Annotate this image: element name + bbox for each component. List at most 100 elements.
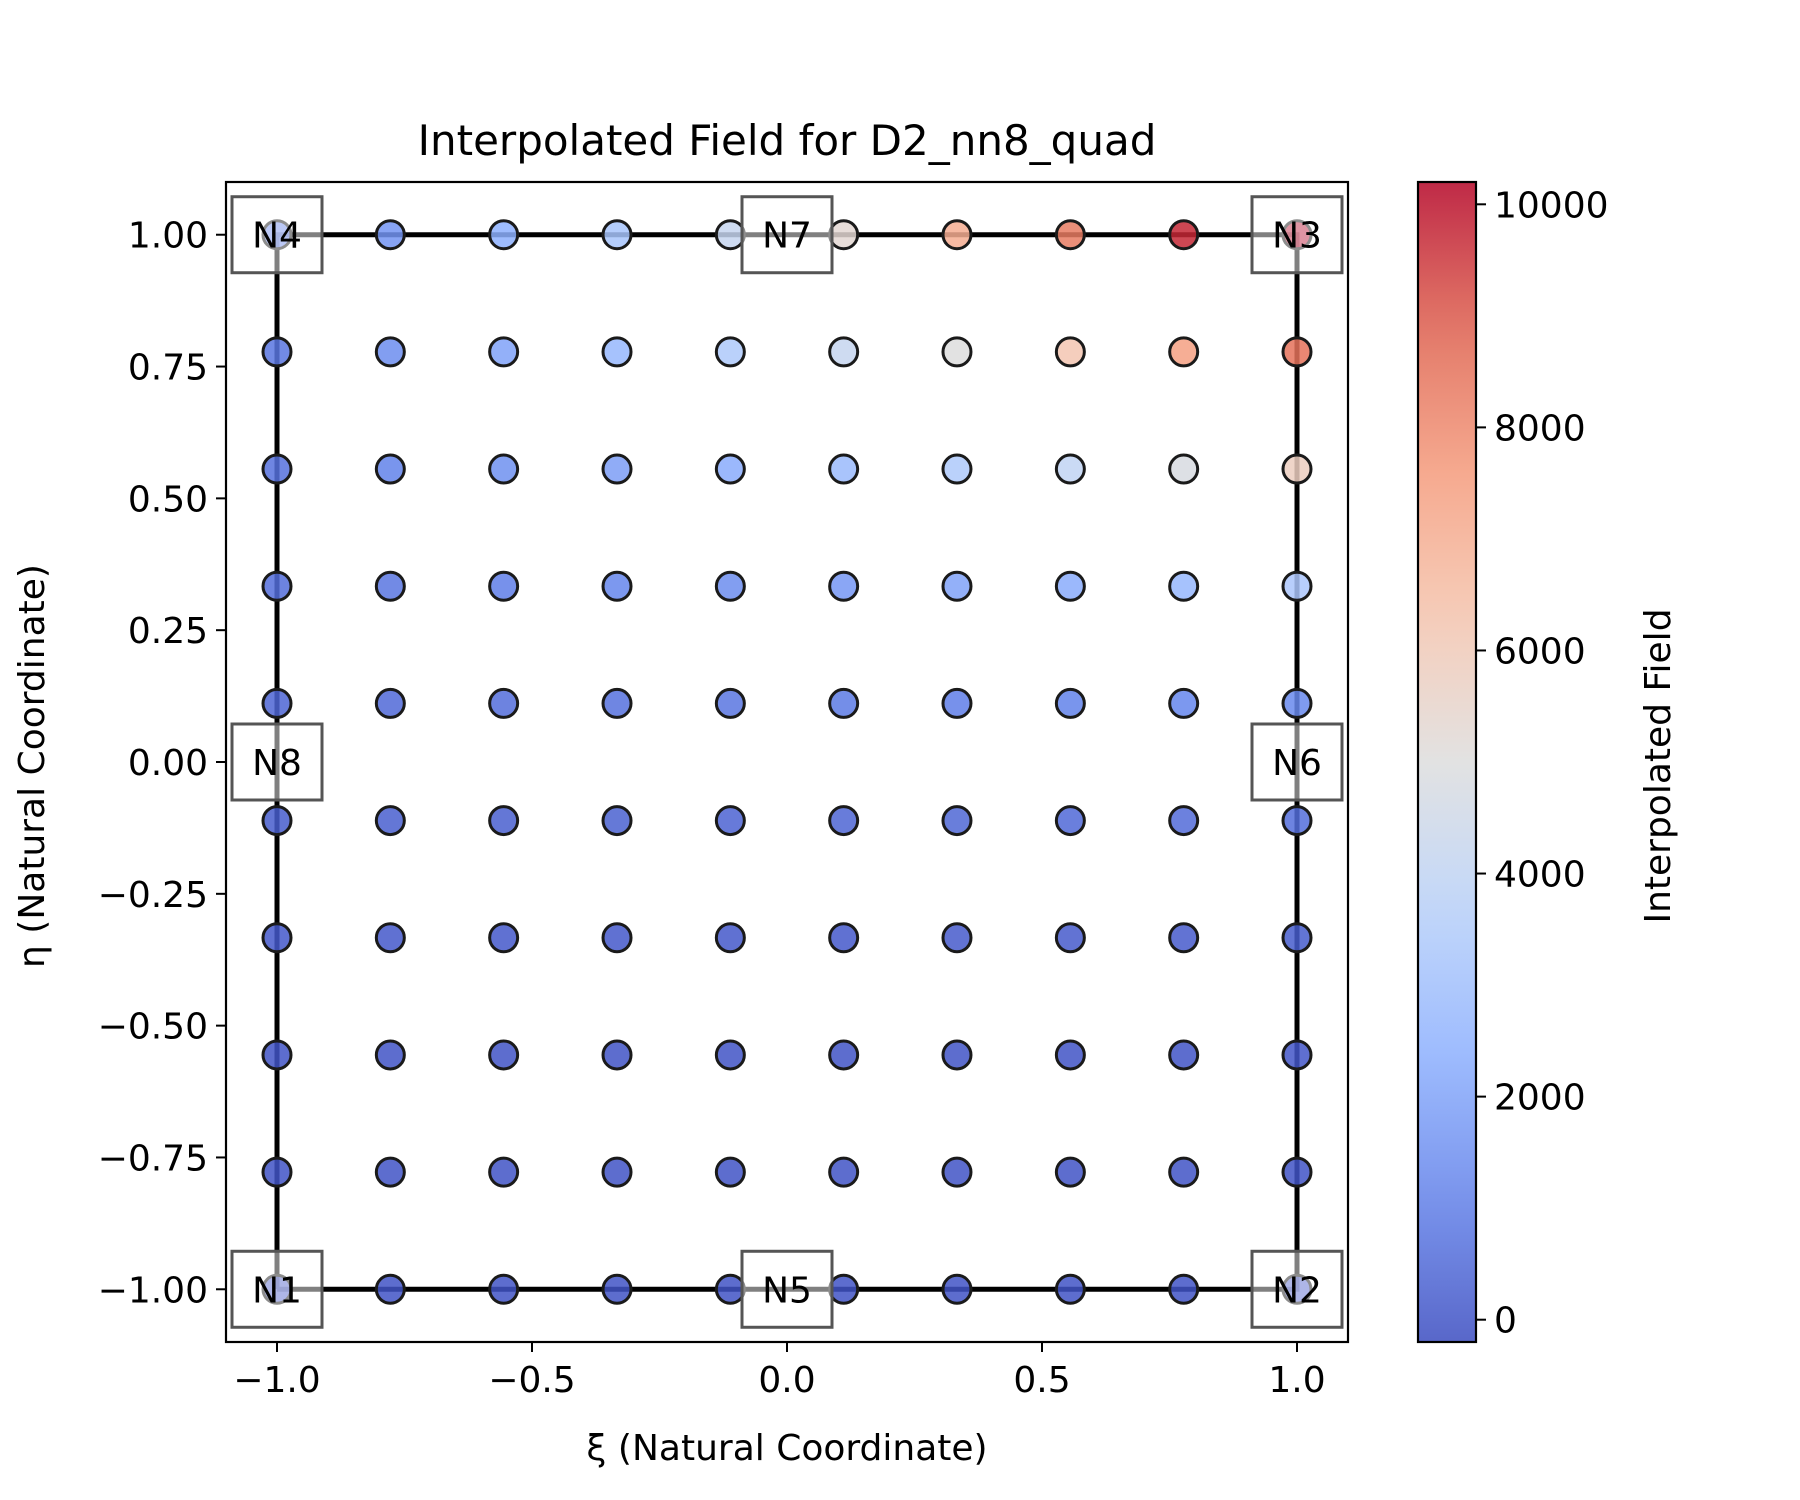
scatter-point [828,1039,860,1071]
x-tick-label: −1.0 [233,1360,320,1401]
node-label: N7 [762,216,812,257]
scatter-point [1054,1039,1086,1071]
x-tick-label: 1.0 [1268,1360,1325,1401]
scatter-point [1054,922,1086,954]
node-label-box [230,1249,324,1329]
scatter-point [601,219,633,251]
scatter-point [601,1156,633,1188]
scatter-point [1054,805,1086,837]
scatter-point [1168,1039,1200,1071]
scatter-point [601,336,633,368]
scatter-point [714,922,746,954]
scatter-point [1168,219,1200,251]
colorbar-title: Interpolated Field [1638,608,1679,923]
scatter-point [828,922,860,954]
chart-title: Interpolated Field for D2_nn8_quad [418,116,1157,165]
y-tick-label: 0.00 [128,743,208,784]
scatter-point [1281,805,1313,837]
scatter-point [1054,219,1086,251]
scatter-point [828,1273,860,1305]
scatter-point [374,1039,406,1071]
scatter-point [601,570,633,602]
y-tick-label: 0.25 [128,611,208,652]
y-tick-label: −1.00 [98,1270,208,1311]
scatter-point [488,1273,520,1305]
y-tick-label: 0.50 [128,479,208,520]
scatter-point [1168,1156,1200,1188]
scatter-point [1281,1156,1313,1188]
scatter-point [261,805,293,837]
scatter-point [488,336,520,368]
scatter-point [261,922,293,954]
scatter-point [374,805,406,837]
y-tick-label: −0.25 [98,875,208,916]
scatter-point [714,570,746,602]
node-label: N6 [1272,743,1322,784]
scatter-point [714,1273,746,1305]
scatter-point [1168,336,1200,368]
node-label: N3 [1272,216,1322,257]
scatter-point [714,805,746,837]
scatter-point [488,1156,520,1188]
scatter-point [488,805,520,837]
scatter-point [714,219,746,251]
scatter-point [488,219,520,251]
scatter-point [1054,687,1086,719]
scatter-point [828,219,860,251]
scatter-point [828,805,860,837]
scatter-point [828,570,860,602]
scatter-point [261,1039,293,1071]
scatter-point [1281,1039,1313,1071]
scatter-point [714,1156,746,1188]
scatter-point [601,805,633,837]
x-axis-title: ξ (Natural Coordinate) [586,1428,987,1469]
y-tick-label: 1.00 [128,216,208,257]
scatter-point [261,336,293,368]
scatter-point [488,922,520,954]
y-tick-label: −0.50 [98,1007,208,1048]
scatter-point [941,453,973,485]
y-axis-title: η (Natural Coordinate) [12,564,53,968]
scatter-point [1054,336,1086,368]
scatter-point [1168,1273,1200,1305]
node-label: N8 [252,743,302,784]
colorbar-gradient [1416,180,1478,1344]
scatter-point [941,687,973,719]
scatter-point [261,453,293,485]
colorbar-tick-label: 8000 [1494,408,1586,449]
colorbar-tick-label: 2000 [1494,1078,1586,1119]
colorbar-tick-label: 0 [1494,1301,1517,1342]
scatter-point [828,453,860,485]
scatter-point [488,453,520,485]
scatter-point [374,1273,406,1305]
node-label-box [1250,1249,1344,1329]
scatter-point [1168,922,1200,954]
scatter-point [828,687,860,719]
scatter-point [601,687,633,719]
scatter-point [374,922,406,954]
scatter-point [714,453,746,485]
scatter-point [1168,453,1200,485]
scatter-point [1168,687,1200,719]
scatter-point [261,570,293,602]
scatter-point [714,336,746,368]
scatter-point [1054,1273,1086,1305]
scatter-point [261,1156,293,1188]
scatter-point [1054,570,1086,602]
x-tick-label: 0.5 [1013,1360,1070,1401]
element-boundary [274,232,1300,1292]
node-label-box [230,195,324,275]
scatter-point [941,922,973,954]
x-tick-label: 0.0 [758,1360,815,1401]
scatter-point [1281,570,1313,602]
node-label-box [740,1249,834,1329]
scatter-point [374,570,406,602]
node-label: N2 [1272,1270,1322,1311]
scatter-point [828,1156,860,1188]
node-label-box [1250,195,1344,275]
scatter-point [601,1039,633,1071]
scatter-point [941,1039,973,1071]
scatter-point [374,336,406,368]
colorbar-tick-label: 6000 [1494,631,1586,672]
